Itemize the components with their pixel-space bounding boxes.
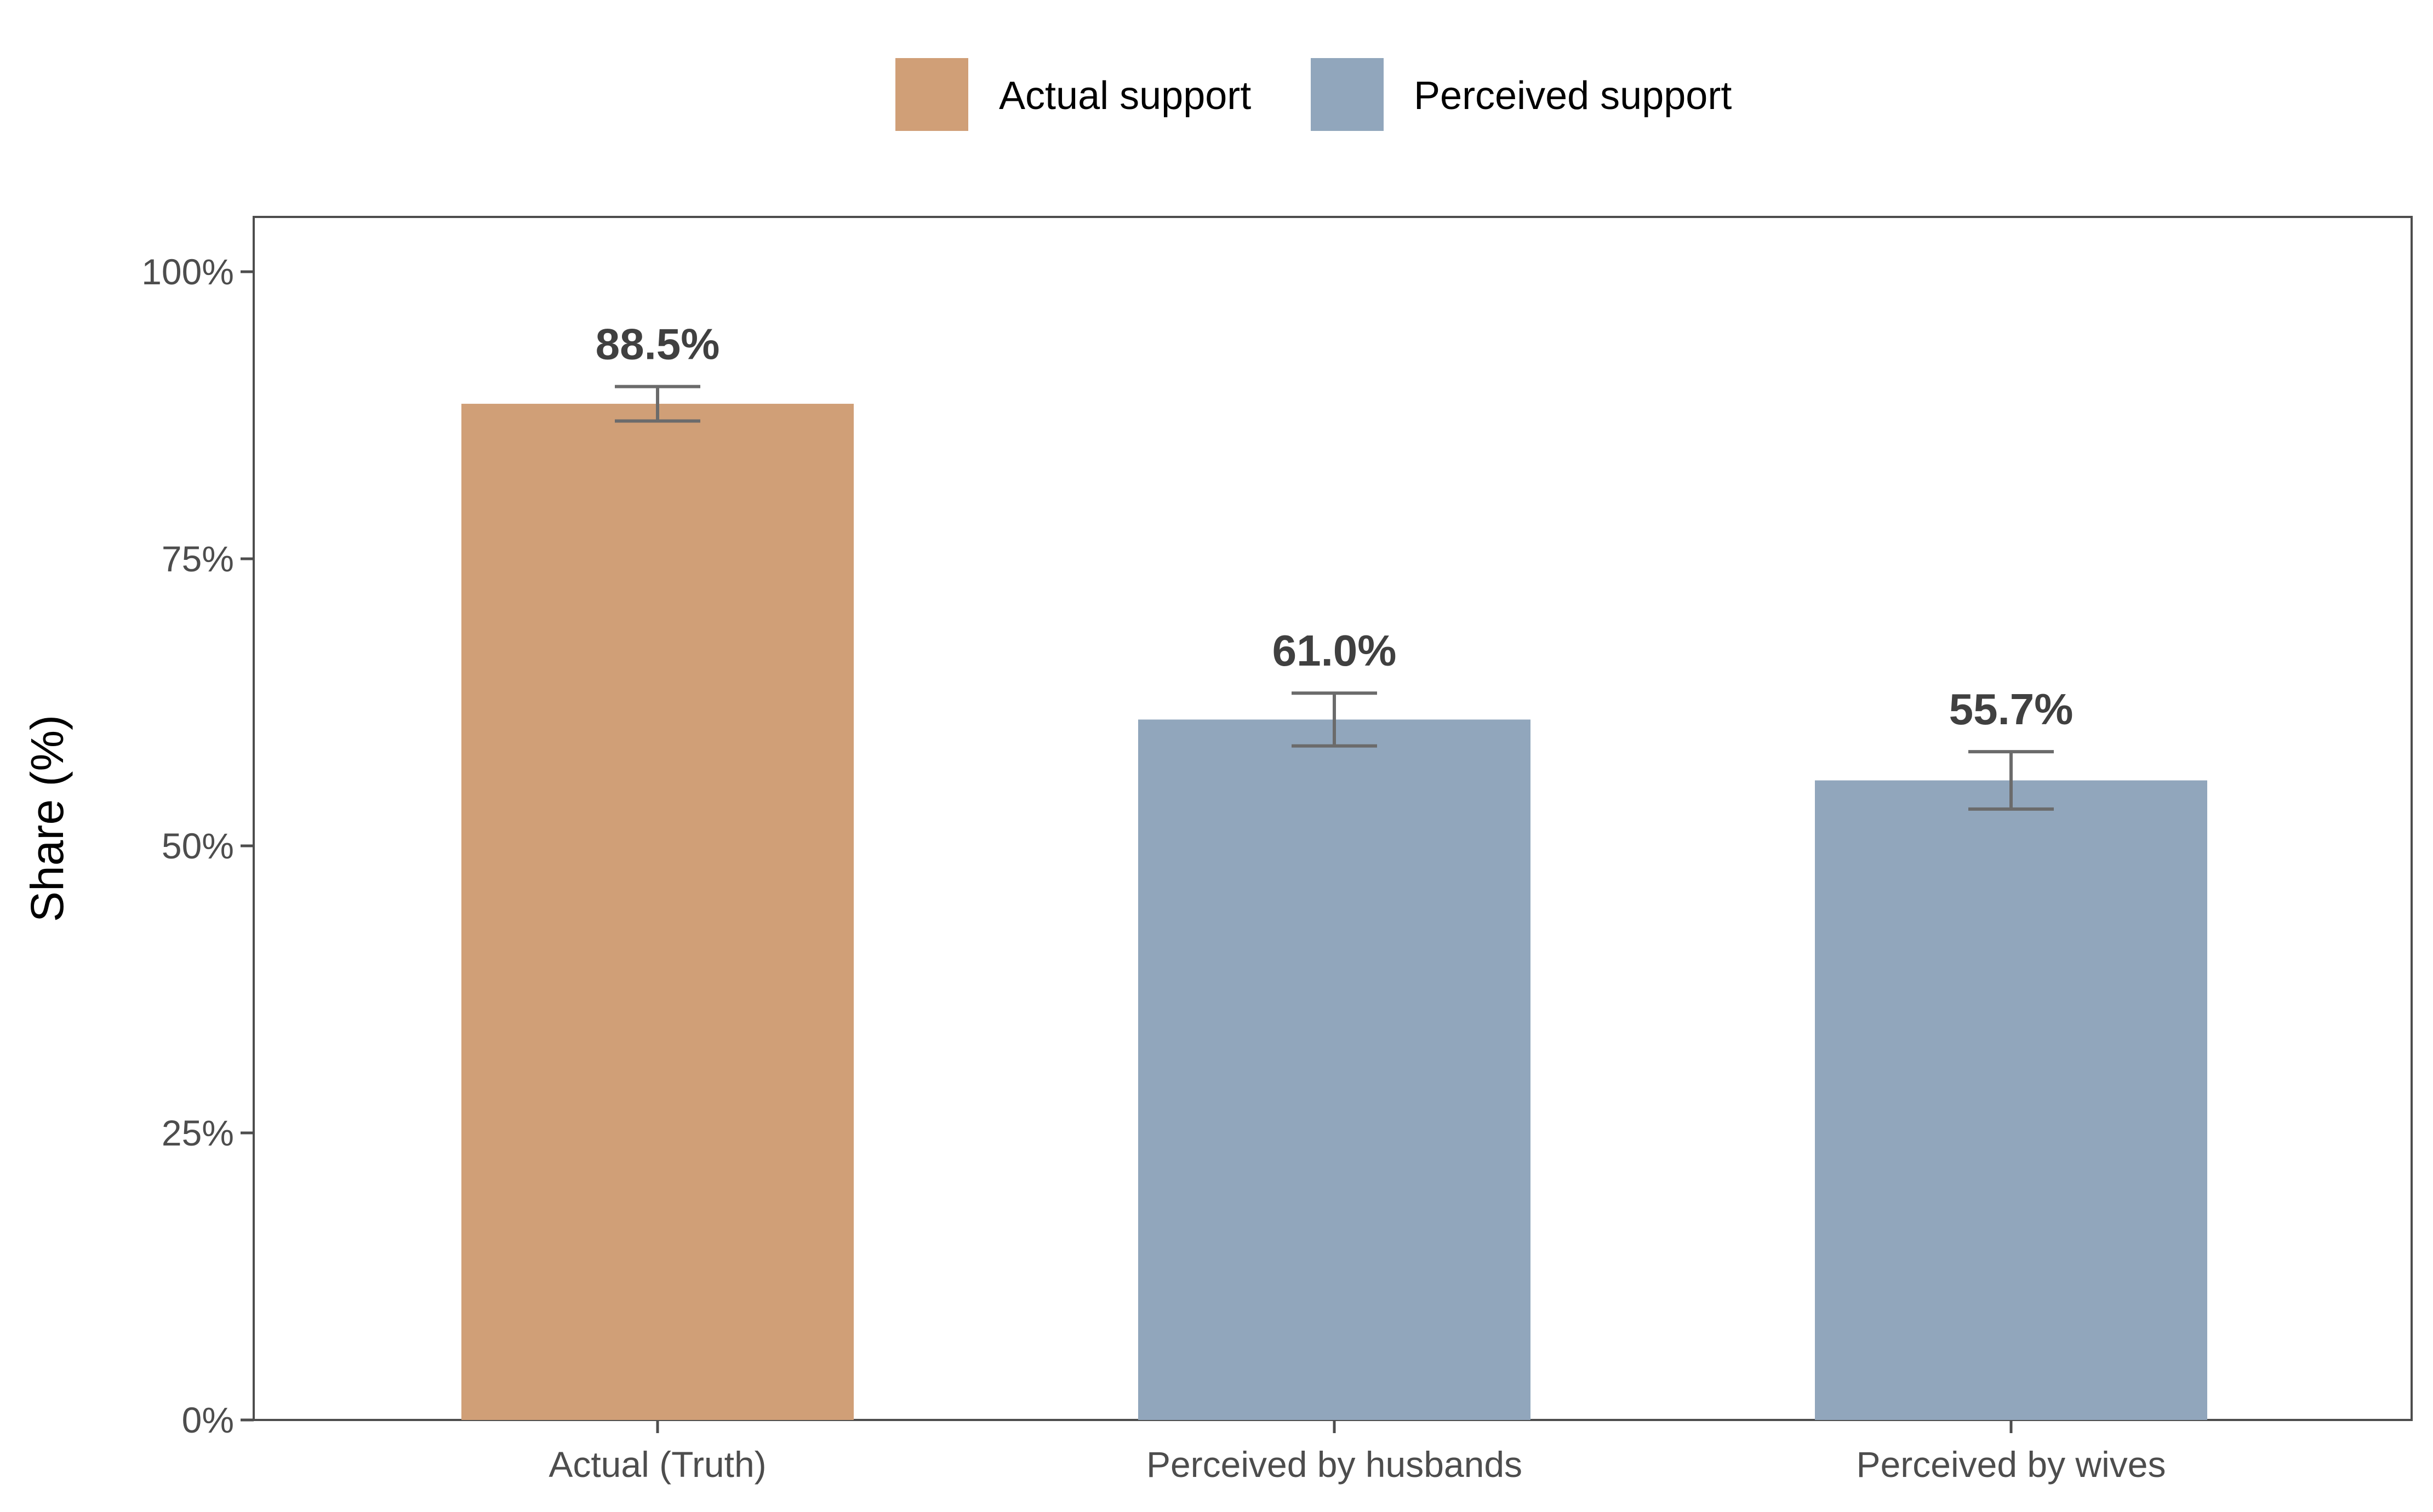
x-tick-label-perceived-by-husbands: Perceived by husbands	[1146, 1444, 1522, 1485]
legend-label-perceived-support: Perceived support	[1414, 74, 1732, 118]
y-tick-label-100: 100%	[141, 251, 234, 292]
x-axis: Actual (Truth) Perceived by husbands Perce…	[549, 1420, 2166, 1485]
data-label-perceived-by-wives: 55.7%	[1949, 685, 2074, 734]
bar-actual-truth	[461, 404, 854, 1420]
x-tick-label-actual-truth: Actual (Truth)	[549, 1444, 766, 1485]
y-tick-label-50: 50%	[162, 826, 234, 866]
legend-swatch-actual-support	[895, 58, 968, 131]
data-labels: 88.5% 61.0% 55.7%	[596, 320, 2074, 734]
error-bars	[615, 385, 2054, 811]
y-tick-label-25: 25%	[162, 1113, 234, 1153]
bar-perceived-by-wives	[1815, 780, 2207, 1420]
y-tick-label-75: 75%	[162, 539, 234, 579]
y-axis-title: Share (%)	[21, 715, 73, 922]
legend-swatch-perceived-support	[1311, 58, 1384, 131]
y-axis: 0% 25% 50% 75% 100%	[141, 251, 254, 1440]
y-tick-label-0: 0%	[182, 1400, 234, 1440]
legend: Actual support Perceived support	[895, 58, 1732, 131]
bar-perceived-by-husbands	[1138, 719, 1530, 1420]
data-label-actual-truth: 88.5%	[596, 320, 720, 369]
bars	[461, 404, 2207, 1420]
legend-label-actual-support: Actual support	[999, 74, 1251, 118]
x-tick-label-perceived-by-wives: Perceived by wives	[1857, 1444, 2166, 1485]
data-label-perceived-by-husbands: 61.0%	[1272, 626, 1397, 675]
